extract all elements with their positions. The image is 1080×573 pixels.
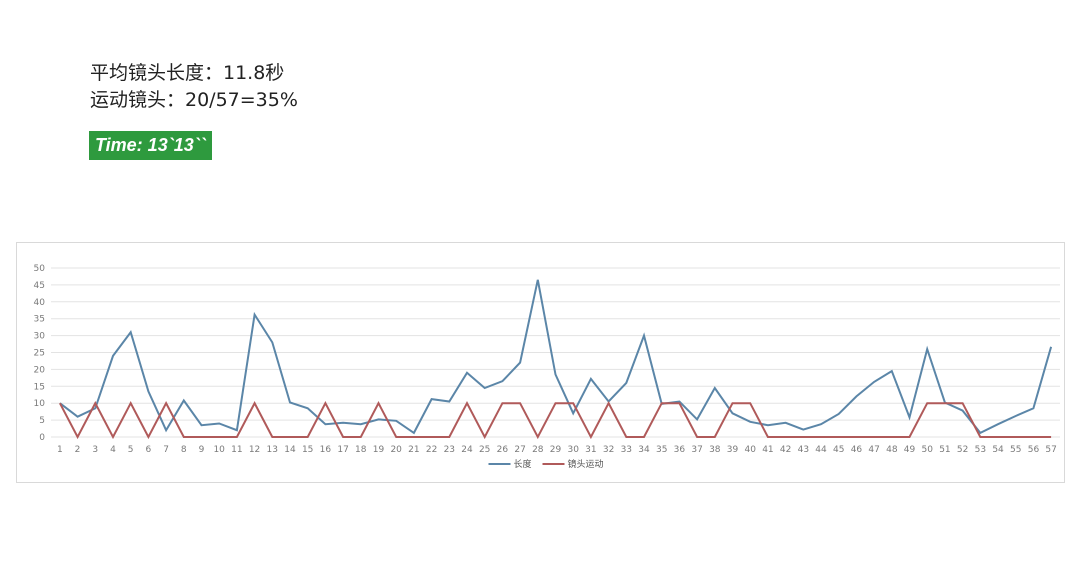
stats-block: 平均镜头长度：11.8秒 运动镜头：20/57=35% [90, 60, 298, 114]
x-tick-label-25: 25 [479, 445, 490, 455]
x-tick-label-14: 14 [284, 445, 296, 455]
chart-frame: 0 5 10 15 20 25 30 35 40 45 50 1 2 3 4 5 6 7 8 9 10 11 12 13 14 1… [16, 242, 1065, 483]
y-tick-label-10: 10 [34, 399, 46, 409]
avg-shot-length-text: 平均镜头长度：11.8秒 [90, 62, 285, 84]
x-tick-label-41: 41 [762, 445, 773, 455]
x-tick-label-29: 29 [550, 445, 562, 455]
x-tick-label-33: 33 [621, 445, 632, 455]
x-tick-label-57: 57 [1045, 445, 1056, 455]
x-tick-label-16: 16 [320, 445, 332, 455]
y-tick-label-20: 20 [34, 365, 46, 375]
moving-shots-text: 运动镜头：20/57=35% [90, 89, 298, 111]
x-tick-label-12: 12 [249, 445, 260, 455]
series-line-1 [59, 279, 1053, 435]
x-tick-label-9: 9 [199, 445, 205, 455]
x-tick-label-6: 6 [145, 445, 151, 455]
x-tick-label-4: 4 [110, 445, 116, 455]
x-tick-label-39: 39 [727, 445, 739, 455]
x-tick-label-43: 43 [798, 445, 809, 455]
x-tick-label-7: 7 [163, 445, 169, 455]
x-tick-label-17: 17 [337, 445, 348, 455]
x-tick-label-31: 31 [585, 445, 596, 455]
x-tick-label-28: 28 [532, 445, 544, 455]
y-tick-label-40: 40 [34, 298, 46, 308]
x-tick-label-56: 56 [1028, 445, 1040, 455]
x-tick-label-15: 15 [302, 445, 313, 455]
x-tick-label-30: 30 [567, 445, 579, 455]
x-tick-label-35: 35 [656, 445, 667, 455]
x-tick-label-13: 13 [267, 445, 278, 455]
x-tick-label-44: 44 [815, 445, 827, 455]
x-tick-label-3: 3 [92, 445, 98, 455]
x-tick-label-2: 2 [75, 445, 81, 455]
legend-label-2: 镜头运动 [568, 458, 604, 470]
x-tick-label-53: 53 [975, 445, 986, 455]
x-tick-label-24: 24 [461, 445, 473, 455]
x-tick-label-34: 34 [638, 445, 650, 455]
x-tick-label-49: 49 [904, 445, 916, 455]
x-tick-label-51: 51 [939, 445, 950, 455]
x-tick-label-45: 45 [833, 445, 844, 455]
x-tick-label-50: 50 [922, 445, 934, 455]
x-tick-label-47: 47 [868, 445, 879, 455]
y-tick-label-0: 0 [39, 433, 45, 443]
time-badge: Time: 13`13`` [89, 131, 212, 160]
x-tick-label-26: 26 [497, 445, 509, 455]
x-tick-label-55: 55 [1010, 445, 1021, 455]
x-tick-label-19: 19 [373, 445, 385, 455]
x-tick-label-1: 1 [57, 445, 63, 455]
x-tick-label-46: 46 [851, 445, 863, 455]
x-tick-label-42: 42 [780, 445, 791, 455]
x-tick-label-37: 37 [691, 445, 702, 455]
x-tick-label-38: 38 [709, 445, 721, 455]
y-tick-label-45: 45 [34, 281, 45, 291]
x-tick-label-40: 40 [744, 445, 756, 455]
x-tick-label-5: 5 [128, 445, 134, 455]
x-tick-label-52: 52 [957, 445, 968, 455]
x-tick-label-10: 10 [213, 445, 225, 455]
x-tick-label-36: 36 [674, 445, 686, 455]
y-tick-label-30: 30 [34, 332, 46, 342]
x-tick-label-32: 32 [603, 445, 614, 455]
legend-label-1: 长度 [514, 458, 532, 470]
x-tick-label-27: 27 [514, 445, 525, 455]
y-tick-label-5: 5 [39, 416, 45, 426]
y-tick-label-15: 15 [34, 382, 45, 392]
x-tick-label-48: 48 [886, 445, 898, 455]
x-tick-label-21: 21 [408, 445, 419, 455]
y-tick-label-50: 50 [34, 264, 46, 274]
x-tick-label-18: 18 [355, 445, 367, 455]
x-tick-label-54: 54 [992, 445, 1004, 455]
x-tick-label-8: 8 [181, 445, 187, 455]
x-tick-label-11: 11 [231, 445, 242, 455]
x-tick-label-22: 22 [426, 445, 437, 455]
x-tick-label-23: 23 [444, 445, 455, 455]
series-line-2 [59, 401, 1052, 440]
x-tick-label-20: 20 [390, 445, 402, 455]
y-tick-label-35: 35 [34, 315, 45, 325]
y-tick-label-25: 25 [34, 349, 45, 359]
